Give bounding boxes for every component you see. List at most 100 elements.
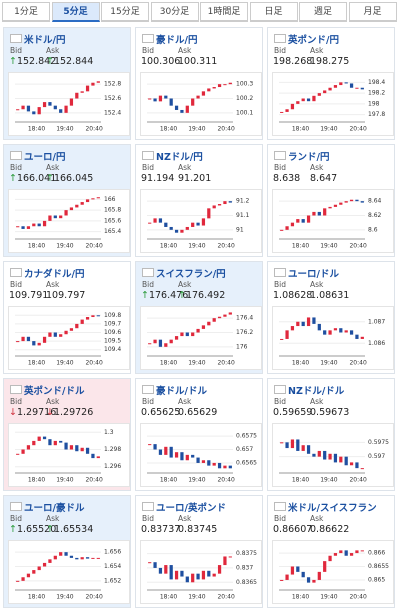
candle bbox=[91, 198, 95, 200]
rate-card[interactable]: 米ドル/円 Bid Ask ↑152.842 ↑152.844 152.8 152.6 152… bbox=[3, 27, 131, 140]
rate-card[interactable]: ユーロ/豪ドル Bid Ask ↑1.65520 ↑1.65534 1.656 1.654 1… bbox=[3, 495, 131, 608]
candle bbox=[80, 447, 84, 452]
y-tick-label: 152.6 bbox=[104, 95, 121, 102]
bid-price: 100.306 bbox=[141, 56, 181, 67]
candle bbox=[75, 557, 79, 560]
candle bbox=[75, 92, 79, 99]
ask-value: 0.65629 bbox=[178, 407, 217, 418]
flag-icon bbox=[10, 151, 22, 160]
candle bbox=[290, 222, 295, 227]
tab[interactable]: 30分足 bbox=[150, 2, 199, 22]
mini-chart: 1.087 1.086 18:40 19:40 20:40 bbox=[272, 306, 394, 370]
rate-card[interactable]: NZドル/円 Bid Ask 91.194 91.201 91.2 91.1 91 18:40 1… bbox=[135, 144, 263, 257]
candle bbox=[296, 566, 300, 572]
candle bbox=[85, 557, 90, 559]
candle bbox=[158, 567, 163, 574]
candle bbox=[69, 207, 74, 211]
y-tick-label: 100.2 bbox=[236, 95, 253, 102]
candle bbox=[148, 98, 152, 100]
rate-card[interactable]: カナダドル/円 Bid Ask 109.791 109.797 109.8 109.7 109… bbox=[3, 261, 131, 374]
bid-value: 91.194 bbox=[141, 173, 174, 184]
change-arrow: ↑ bbox=[9, 524, 17, 535]
x-tick-label: 20:40 bbox=[349, 243, 366, 250]
mini-chart: 8.64 8.62 8.6 18:40 19:40 20:40 bbox=[272, 189, 394, 253]
x-tick-label: 19:40 bbox=[320, 243, 337, 250]
ask-price: 166.045 bbox=[53, 173, 94, 184]
candle bbox=[196, 95, 200, 99]
bid-label: Bid bbox=[142, 514, 154, 523]
candle bbox=[344, 201, 348, 203]
candle bbox=[333, 328, 338, 331]
candle bbox=[339, 456, 343, 463]
x-tick-label: 20:40 bbox=[217, 243, 234, 250]
tab[interactable]: 週足 bbox=[299, 2, 347, 22]
candle bbox=[201, 218, 206, 226]
candle bbox=[21, 336, 25, 342]
y-tick-label: 152.4 bbox=[104, 109, 121, 116]
x-tick-label: 20:40 bbox=[217, 126, 234, 133]
candle bbox=[16, 580, 20, 582]
tab[interactable]: 15分足 bbox=[101, 2, 149, 22]
tab[interactable]: 1時間足 bbox=[200, 2, 248, 22]
tab[interactable]: 5分足 bbox=[51, 2, 100, 22]
rate-card[interactable]: ランド/円 Bid Ask 8.638 8.647 8.64 8.62 8.6 18:40 19:… bbox=[267, 144, 395, 257]
candle bbox=[16, 226, 20, 228]
x-tick-label: 20:40 bbox=[217, 594, 234, 601]
x-tick-label: 18:40 bbox=[160, 360, 177, 367]
mini-chart: 152.8 152.6 152.4 18:40 19:40 20:40 bbox=[8, 72, 130, 136]
rate-card[interactable]: 英ポンド/ドル Bid Ask ↓1.29716 ↓1.29726 1.3 1.298 1.2… bbox=[3, 378, 131, 491]
candle bbox=[212, 462, 216, 466]
rate-card[interactable]: ユーロ/ドル Bid Ask 1.08628 1.08631 1.087 1.086 18:4… bbox=[267, 261, 395, 374]
candle bbox=[212, 205, 216, 209]
candle bbox=[85, 317, 90, 320]
tab[interactable]: 1分足 bbox=[2, 2, 50, 22]
rate-card[interactable]: NZドル/ドル Bid Ask 0.59659 0.59673 0.5975 0.597 18… bbox=[267, 378, 395, 491]
ask-label: Ask bbox=[46, 46, 60, 55]
y-tick-label: 91 bbox=[236, 226, 244, 233]
x-tick-label: 18:40 bbox=[292, 243, 309, 250]
candle bbox=[333, 453, 338, 463]
candle bbox=[196, 457, 200, 463]
candle bbox=[333, 553, 338, 556]
rate-card[interactable]: 英ポンド/円 Bid Ask 198.268 198.275 198.4 198.2 198 1… bbox=[267, 27, 395, 140]
y-tick-label: 8.6 bbox=[368, 226, 378, 233]
y-tick-label: 1.086 bbox=[368, 340, 385, 347]
pair-name: NZドル/円 bbox=[156, 152, 203, 163]
ask-price: 0.86622 bbox=[310, 524, 350, 535]
rate-card[interactable]: ユーロ/英ポンド Bid Ask 0.83737 0.83745 0.8375 0.837 0… bbox=[135, 495, 263, 608]
candle bbox=[349, 553, 354, 556]
rate-card[interactable]: ユーロ/円 Bid Ask ↑166.041 ↑166.045 166 165.8 165.6… bbox=[3, 144, 131, 257]
x-tick-label: 19:40 bbox=[56, 360, 73, 367]
candle bbox=[185, 332, 189, 337]
candle bbox=[328, 330, 332, 335]
candle bbox=[180, 570, 184, 577]
candle bbox=[323, 450, 327, 460]
candle bbox=[21, 577, 25, 581]
rate-card[interactable]: 米ドル/スイスフラン Bid Ask 0.86607 0.86622 0.866 0.865… bbox=[267, 495, 395, 608]
candle bbox=[217, 565, 222, 574]
change-arrow: ↑ bbox=[9, 56, 17, 67]
candle bbox=[285, 330, 289, 339]
rate-card[interactable]: 豪ドル/ドル Bid Ask 0.65625 0.65629 0.6575 0.657 0.6… bbox=[135, 378, 263, 491]
x-tick-label: 18:40 bbox=[28, 126, 45, 133]
y-tick-label: 1.298 bbox=[104, 446, 121, 453]
ask-label: Ask bbox=[178, 514, 192, 523]
candle bbox=[148, 222, 152, 224]
bid-price: 0.86607 bbox=[273, 524, 313, 535]
bid-label: Bid bbox=[10, 397, 22, 406]
candle bbox=[80, 202, 84, 205]
tab[interactable]: 月足 bbox=[348, 2, 397, 22]
rate-card[interactable]: スイスフラン/円 Bid Ask ↑176.476 ↑176.492 176.4 176.2… bbox=[135, 261, 263, 374]
candle bbox=[26, 105, 31, 112]
y-tick-label: 165.6 bbox=[104, 217, 121, 224]
x-tick-label: 20:40 bbox=[349, 594, 366, 601]
rate-card[interactable]: 豪ドル/円 Bid Ask 100.306 100.311 100.3 100.2 100.1… bbox=[135, 27, 263, 140]
x-tick-label: 19:40 bbox=[56, 243, 73, 250]
bid-value: 0.59659 bbox=[273, 407, 312, 418]
candle bbox=[296, 101, 300, 104]
candle bbox=[312, 317, 316, 324]
tab[interactable]: 日足 bbox=[249, 2, 298, 22]
pair-name: 米ドル/円 bbox=[24, 35, 66, 46]
candle bbox=[48, 559, 52, 563]
candle bbox=[91, 82, 95, 86]
